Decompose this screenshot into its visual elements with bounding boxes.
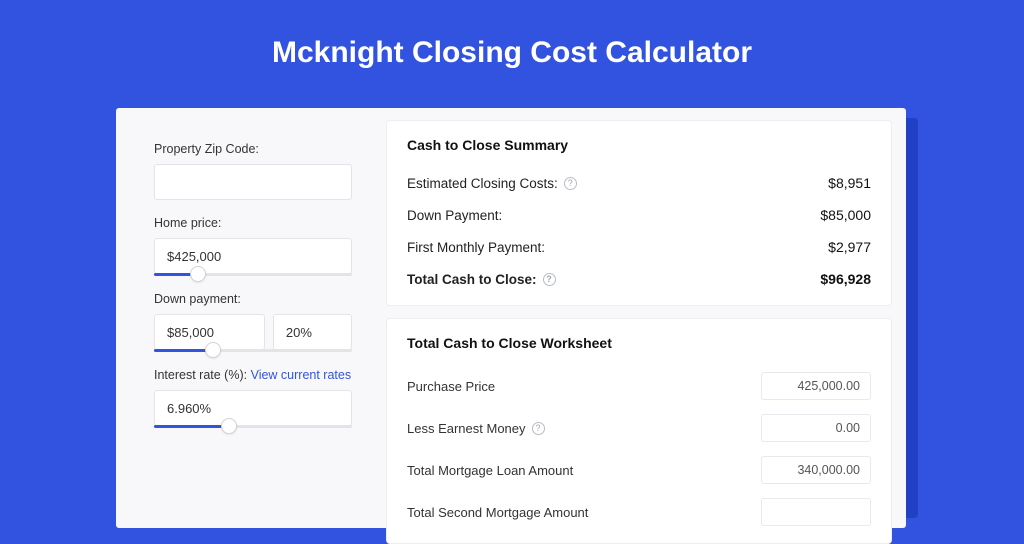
home-price-input[interactable] xyxy=(154,238,352,274)
summary-label-text: Total Cash to Close: xyxy=(407,272,537,287)
worksheet-row-label: Purchase Price xyxy=(407,379,495,394)
help-icon[interactable]: ? xyxy=(543,273,556,286)
down-payment-label: Down payment: xyxy=(154,292,352,306)
worksheet-row: Less Earnest Money ? xyxy=(407,407,871,449)
inputs-column: Property Zip Code: Home price: Down paym… xyxy=(116,108,376,528)
worksheet-row-input[interactable] xyxy=(761,372,871,400)
home-price-slider[interactable] xyxy=(154,273,352,276)
summary-row-value: $85,000 xyxy=(820,207,871,223)
home-price-slider-thumb[interactable] xyxy=(190,266,206,282)
summary-row-value: $2,977 xyxy=(828,239,871,255)
down-payment-percent-input[interactable] xyxy=(273,314,352,350)
help-icon[interactable]: ? xyxy=(532,422,545,435)
interest-rate-label-text: Interest rate (%): xyxy=(154,368,247,382)
summary-label-text: Estimated Closing Costs: xyxy=(407,176,558,191)
down-payment-slider[interactable] xyxy=(154,349,352,352)
summary-label-text: Down Payment: xyxy=(407,208,502,223)
interest-rate-slider-fill xyxy=(154,425,229,428)
worksheet-row-input[interactable] xyxy=(761,498,871,526)
worksheet-label-text: Total Second Mortgage Amount xyxy=(407,505,588,520)
zip-label: Property Zip Code: xyxy=(154,142,352,156)
home-price-field-group: Home price: xyxy=(154,216,352,276)
down-payment-field-group: Down payment: xyxy=(154,292,352,352)
results-column: Cash to Close Summary Estimated Closing … xyxy=(376,108,906,528)
worksheet-row: Total Mortgage Loan Amount xyxy=(407,449,871,491)
summary-row: Down Payment: $85,000 xyxy=(407,199,871,231)
worksheet-row: Purchase Price xyxy=(407,365,871,407)
page-title: Mcknight Closing Cost Calculator xyxy=(0,0,1024,98)
interest-rate-field-group: Interest rate (%): View current rates xyxy=(154,368,352,428)
summary-row-label: Estimated Closing Costs: ? xyxy=(407,176,577,191)
summary-row-label: Total Cash to Close: ? xyxy=(407,272,556,287)
worksheet-title: Total Cash to Close Worksheet xyxy=(407,335,871,351)
worksheet-row-input[interactable] xyxy=(761,414,871,442)
summary-row-value: $96,928 xyxy=(820,271,871,287)
worksheet-row: Total Second Mortgage Amount xyxy=(407,491,871,533)
zip-input[interactable] xyxy=(154,164,352,200)
worksheet-row-label: Total Second Mortgage Amount xyxy=(407,505,588,520)
summary-row-label: Down Payment: xyxy=(407,208,502,223)
worksheet-row-label: Total Mortgage Loan Amount xyxy=(407,463,573,478)
summary-row: First Monthly Payment: $2,977 xyxy=(407,231,871,263)
summary-panel: Cash to Close Summary Estimated Closing … xyxy=(386,120,892,306)
worksheet-label-text: Purchase Price xyxy=(407,379,495,394)
summary-title: Cash to Close Summary xyxy=(407,137,871,153)
interest-rate-slider[interactable] xyxy=(154,425,352,428)
worksheet-row-input[interactable] xyxy=(761,456,871,484)
interest-rate-slider-thumb[interactable] xyxy=(221,418,237,434)
zip-field-group: Property Zip Code: xyxy=(154,142,352,200)
worksheet-panel: Total Cash to Close Worksheet Purchase P… xyxy=(386,318,892,544)
summary-row: Estimated Closing Costs: ? $8,951 xyxy=(407,167,871,199)
down-payment-slider-thumb[interactable] xyxy=(205,342,221,358)
summary-row-label: First Monthly Payment: xyxy=(407,240,545,255)
view-rates-link[interactable]: View current rates xyxy=(251,368,352,382)
help-icon[interactable]: ? xyxy=(564,177,577,190)
home-price-label: Home price: xyxy=(154,216,352,230)
interest-rate-label: Interest rate (%): View current rates xyxy=(154,368,352,382)
worksheet-label-text: Total Mortgage Loan Amount xyxy=(407,463,573,478)
worksheet-row-label: Less Earnest Money ? xyxy=(407,421,545,436)
calculator-card: Property Zip Code: Home price: Down paym… xyxy=(116,108,906,528)
interest-rate-input[interactable] xyxy=(154,390,352,426)
summary-row-total: Total Cash to Close: ? $96,928 xyxy=(407,263,871,295)
worksheet-label-text: Less Earnest Money xyxy=(407,421,526,436)
summary-row-value: $8,951 xyxy=(828,175,871,191)
summary-label-text: First Monthly Payment: xyxy=(407,240,545,255)
